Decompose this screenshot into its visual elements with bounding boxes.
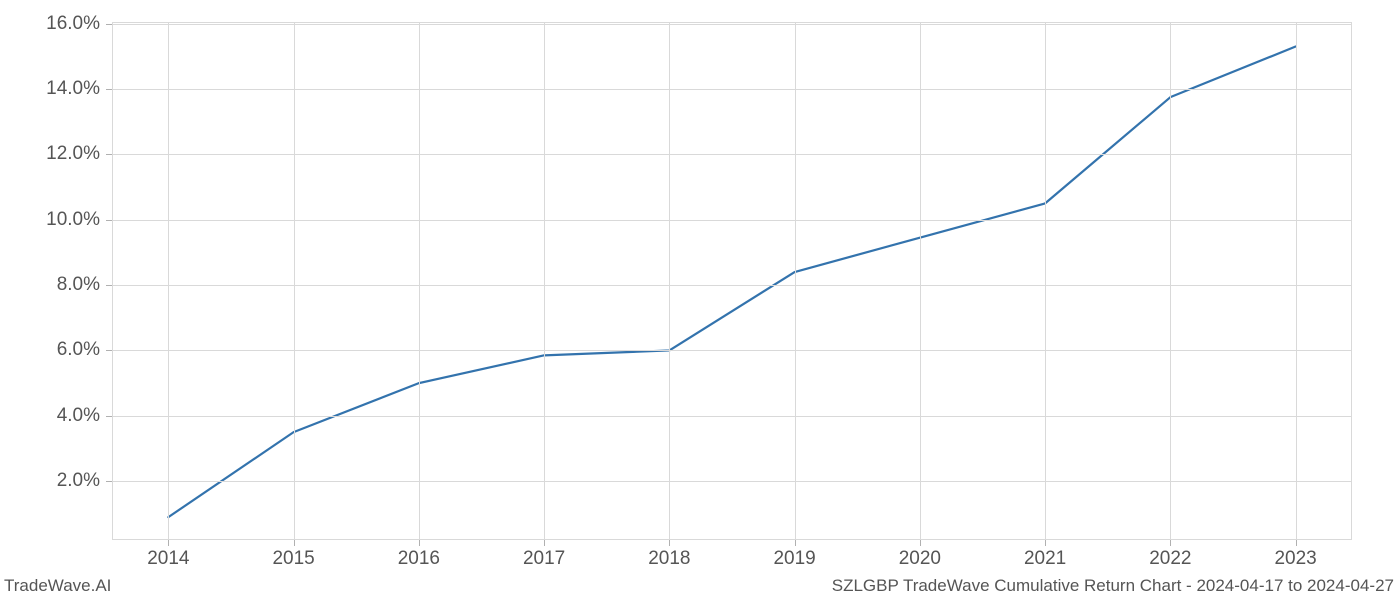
x-tick-mark (920, 540, 921, 546)
y-tick-mark (106, 24, 112, 25)
plot-area (112, 22, 1352, 540)
y-tick-label: 16.0% (46, 13, 100, 35)
x-tick-mark (669, 540, 670, 546)
grid-line-vertical (920, 22, 921, 540)
y-tick-label: 8.0% (57, 274, 100, 296)
x-tick-label: 2019 (773, 548, 815, 570)
x-tick-mark (419, 540, 420, 546)
x-tick-label: 2020 (899, 548, 941, 570)
y-tick-label: 10.0% (46, 209, 100, 231)
grid-line-horizontal (112, 285, 1352, 286)
y-tick-mark (106, 416, 112, 417)
x-tick-label: 2023 (1274, 548, 1316, 570)
grid-line-horizontal (112, 154, 1352, 155)
x-tick-label: 2016 (398, 548, 440, 570)
y-tick-mark (106, 220, 112, 221)
x-tick-label: 2021 (1024, 548, 1066, 570)
grid-line-horizontal (112, 416, 1352, 417)
return-line (168, 47, 1295, 518)
x-tick-mark (168, 540, 169, 546)
x-tick-label: 2018 (648, 548, 690, 570)
y-tick-label: 14.0% (46, 78, 100, 100)
x-tick-mark (294, 540, 295, 546)
x-tick-label: 2014 (147, 548, 189, 570)
y-tick-label: 4.0% (57, 405, 100, 427)
x-tick-mark (1296, 540, 1297, 546)
x-tick-mark (795, 540, 796, 546)
y-tick-mark (106, 285, 112, 286)
plot-border (112, 22, 1352, 23)
line-series (112, 22, 1352, 540)
y-tick-label: 6.0% (57, 339, 100, 361)
y-tick-mark (106, 350, 112, 351)
grid-line-vertical (669, 22, 670, 540)
grid-line-vertical (294, 22, 295, 540)
grid-line-vertical (544, 22, 545, 540)
y-tick-mark (106, 481, 112, 482)
plot-border (112, 22, 113, 540)
grid-line-horizontal (112, 350, 1352, 351)
x-tick-mark (1170, 540, 1171, 546)
grid-line-vertical (1296, 22, 1297, 540)
grid-line-horizontal (112, 89, 1352, 90)
plot-border (112, 539, 1352, 540)
grid-line-horizontal (112, 481, 1352, 482)
y-tick-mark (106, 154, 112, 155)
grid-line-vertical (795, 22, 796, 540)
footer-caption: SZLGBP TradeWave Cumulative Return Chart… (832, 576, 1394, 596)
grid-line-vertical (1045, 22, 1046, 540)
plot-border (1351, 22, 1352, 540)
y-tick-label: 2.0% (57, 470, 100, 492)
grid-line-horizontal (112, 24, 1352, 25)
grid-line-vertical (168, 22, 169, 540)
chart-container: TradeWave.AI SZLGBP TradeWave Cumulative… (0, 0, 1400, 600)
x-tick-label: 2017 (523, 548, 565, 570)
footer-brand: TradeWave.AI (4, 576, 111, 596)
x-tick-mark (544, 540, 545, 546)
grid-line-horizontal (112, 220, 1352, 221)
x-tick-label: 2022 (1149, 548, 1191, 570)
y-tick-mark (106, 89, 112, 90)
grid-line-vertical (1170, 22, 1171, 540)
grid-line-vertical (419, 22, 420, 540)
y-tick-label: 12.0% (46, 143, 100, 165)
x-tick-mark (1045, 540, 1046, 546)
x-tick-label: 2015 (272, 548, 314, 570)
